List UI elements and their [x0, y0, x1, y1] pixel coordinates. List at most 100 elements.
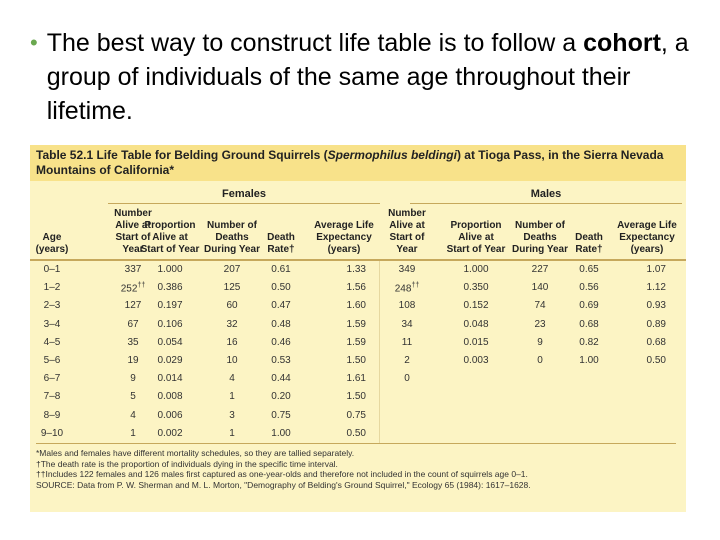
- cell-m-number-alive: 0: [404, 373, 410, 385]
- col-f-proportion: Proportion Alive at Start of Year: [140, 220, 200, 255]
- cell-f-death-rate: 0.75: [271, 409, 291, 421]
- cell-f-death-rate: 0.53: [271, 354, 291, 366]
- cell-m-life-expectancy: 1.07: [646, 264, 666, 275]
- cell-age: 2–3: [43, 300, 61, 312]
- cell-m-deaths: 23: [534, 318, 546, 330]
- cell-m-number-alive: 248††: [394, 282, 420, 295]
- cell-m-proportion: 0.152: [463, 300, 489, 312]
- cell-f-proportion: 0.014: [157, 373, 183, 385]
- table-header: Females Males Age (years) Number Alive a…: [30, 181, 686, 261]
- col-f-deaths: Number of Deaths During Year: [204, 220, 260, 255]
- cell-f-proportion: 0.386: [157, 282, 183, 294]
- footnote-marker: ††: [411, 282, 420, 290]
- cell-age: 3–4: [43, 318, 61, 330]
- cell-m-life-expectancy: 0.93: [646, 300, 666, 312]
- cell-f-deaths: 1: [229, 427, 235, 439]
- table-row: 4–5 35 0.054 16 0.46 1.59 11 0.015 9 0.82 0.68: [30, 334, 686, 352]
- table-footnotes: *Males and females have different mortal…: [36, 443, 676, 490]
- cell-f-deaths: 16: [226, 336, 238, 348]
- cell-age: 0–1: [43, 264, 61, 275]
- group-females: Females: [221, 188, 267, 200]
- group-males-rule: [410, 203, 682, 204]
- col-m-deaths: Number of Deaths During Year: [512, 220, 568, 255]
- cell-f-life-expectancy: 1.61: [346, 373, 366, 385]
- cell-f-number-alive: 252††: [120, 282, 146, 295]
- cell-m-proportion: 0.048: [463, 318, 489, 330]
- cell-m-number-alive: 2: [404, 354, 410, 366]
- cell-m-number-alive: 108: [398, 300, 416, 312]
- cell-m-proportion: 0.015: [463, 336, 489, 348]
- cell-f-proportion: 0.106: [157, 318, 183, 330]
- cell-f-number-alive: 19: [127, 354, 139, 366]
- group-males: Males: [530, 188, 562, 200]
- footnote: ††Includes 122 females and 126 males fir…: [36, 469, 528, 479]
- cell-age: 4–5: [43, 336, 61, 348]
- table-row: 3–4 67 0.106 32 0.48 1.59 34 0.048 23 0.68 0.89: [30, 316, 686, 334]
- cell-f-deaths: 4: [229, 373, 235, 385]
- cell-f-number-alive: 9: [130, 373, 136, 385]
- cell-f-death-rate: 0.44: [271, 373, 291, 385]
- cell-f-number-alive: 5: [130, 391, 136, 403]
- cell-m-death-rate: 0.68: [579, 318, 599, 330]
- table-row: 8–9 4 0.006 3 0.75 0.75: [30, 407, 686, 425]
- cell-age: 7–8: [43, 391, 61, 403]
- cell-f-death-rate: 0.47: [271, 300, 291, 312]
- cell-m-proportion: 0.003: [463, 354, 489, 366]
- table-row: 6–7 9 0.014 4 0.44 1.61 0: [30, 370, 686, 388]
- cell-m-number-alive: 349: [398, 264, 416, 275]
- cell-f-deaths: 60: [226, 300, 238, 312]
- cell-m-proportion: 0.350: [463, 282, 489, 294]
- bullet-text: The best way to construct life table is …: [47, 26, 700, 128]
- table-title-species: Spermophilus beldingi: [327, 148, 457, 162]
- cell-f-proportion: 0.006: [157, 409, 183, 421]
- cell-m-life-expectancy: 0.89: [646, 318, 666, 330]
- col-m-proportion: Proportion Alive at Start of Year: [446, 220, 506, 255]
- table-title-prefix: Table 52.1 Life Table for Belding Ground…: [36, 148, 328, 162]
- cell-m-death-rate: 0.69: [579, 300, 599, 312]
- cell-m-deaths: 227: [531, 264, 549, 275]
- cell-m-death-rate: 0.82: [579, 336, 599, 348]
- cell-f-death-rate: 0.48: [271, 318, 291, 330]
- footnote: *Males and females have different mortal…: [36, 448, 355, 458]
- table-row: 0–1 337 1.000 207 0.61 1.33 349 1.000 227 0.65 1.0…: [30, 261, 686, 279]
- group-divider: [379, 261, 380, 443]
- col-f-number-alive: Number Alive at Start of Year: [114, 208, 152, 255]
- cell-f-proportion: 0.197: [157, 300, 183, 312]
- cell-m-deaths: 74: [534, 300, 546, 312]
- cell-m-proportion: 1.000: [463, 264, 489, 275]
- cell-f-number-alive: 4: [130, 409, 136, 421]
- cell-m-life-expectancy: 0.50: [646, 354, 666, 366]
- cell-age: 6–7: [43, 373, 61, 385]
- cell-f-life-expectancy: 1.33: [346, 264, 366, 275]
- cell-m-number-alive: 11: [401, 336, 413, 348]
- cell-f-life-expectancy: 1.50: [346, 354, 366, 366]
- cell-m-death-rate: 0.56: [579, 282, 599, 294]
- cell-f-death-rate: 1.00: [271, 427, 291, 439]
- table-body: 0–1 337 1.000 207 0.61 1.33 349 1.000 227 0.65 1.0…: [30, 261, 686, 443]
- cell-f-life-expectancy: 1.56: [346, 282, 366, 294]
- cell-f-death-rate: 0.20: [271, 391, 291, 403]
- col-f-death-rate: Death Rate†: [267, 232, 295, 255]
- group-females-rule: [108, 203, 380, 204]
- table-row: 2–3 127 0.197 60 0.47 1.60 108 0.152 74 0.69 0.93: [30, 297, 686, 315]
- footnote: †The death rate is the proportion of ind…: [36, 458, 338, 469]
- cell-f-deaths: 125: [223, 282, 241, 294]
- cell-f-deaths: 207: [223, 264, 241, 275]
- cell-m-deaths: 140: [531, 282, 549, 294]
- cell-f-number-alive: 127: [124, 300, 142, 312]
- bullet-text-end: , a group of individuals of the same age…: [46, 29, 689, 125]
- cell-m-deaths: 9: [537, 336, 543, 348]
- table-row: 7–8 5 0.008 1 0.20 1.50: [30, 388, 686, 406]
- cell-f-proportion: 0.054: [157, 336, 183, 348]
- cell-m-deaths: 0: [537, 354, 543, 366]
- col-m-death-rate: Death Rate†: [575, 232, 603, 255]
- cell-f-number-alive: 337: [124, 264, 142, 275]
- col-age: Age (years): [35, 232, 69, 255]
- bullet-bold-term: cohort: [583, 29, 661, 57]
- cell-m-life-expectancy: 1.12: [646, 282, 666, 294]
- cell-m-death-rate: 0.65: [579, 264, 599, 275]
- footnote-source: SOURCE: Data from P. W. Sherman and M. L…: [36, 479, 531, 490]
- col-m-life-expectancy: Average Life Expectancy (years): [617, 220, 677, 255]
- cell-f-life-expectancy: 1.59: [346, 336, 366, 348]
- footnote-marker: ††: [137, 282, 146, 290]
